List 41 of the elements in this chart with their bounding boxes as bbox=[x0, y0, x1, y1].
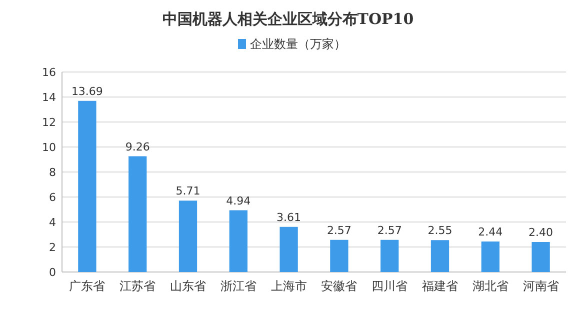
x-tick-label: 福建省 bbox=[422, 279, 458, 293]
x-tick-label: 湖北省 bbox=[472, 279, 508, 293]
bar bbox=[330, 240, 348, 272]
text: 2.55 bbox=[428, 224, 452, 238]
text: 2.57 bbox=[326, 224, 352, 237]
x-tick-label: 河南省 bbox=[522, 279, 559, 293]
bar bbox=[481, 242, 500, 272]
x-tick-label: 山东省 bbox=[170, 279, 206, 293]
x-tick-label: 浙江省 bbox=[220, 279, 256, 293]
bar bbox=[380, 240, 399, 272]
x-tick-label: 四川省 bbox=[372, 279, 408, 293]
bar bbox=[128, 156, 147, 272]
y-tick-label: 6 bbox=[49, 191, 56, 204]
x-tick-label: 广东省 bbox=[69, 279, 106, 293]
x-tick-label: 江苏省 bbox=[120, 279, 156, 293]
y-tick-label: 0 bbox=[49, 266, 56, 279]
text: 9.26 bbox=[125, 140, 150, 154]
bar bbox=[430, 240, 450, 272]
bar bbox=[532, 242, 550, 272]
y-tick-label: 10 bbox=[42, 141, 56, 154]
legend-label: 企业数量（万家） bbox=[250, 37, 346, 51]
bar bbox=[178, 200, 198, 272]
text: 3.61 bbox=[276, 210, 302, 224]
y-tick-label: 12 bbox=[42, 116, 56, 129]
y-tick-label: 16 bbox=[42, 66, 56, 79]
y-tick-label: 14 bbox=[42, 91, 56, 104]
y-tick-label: 2 bbox=[49, 241, 56, 254]
bar bbox=[229, 210, 248, 272]
text: 4.94 bbox=[226, 194, 251, 208]
text: 13.69 bbox=[71, 84, 103, 98]
y-tick-label: 8 bbox=[49, 166, 56, 179]
bar bbox=[280, 226, 298, 272]
x-tick-label: 安徽省 bbox=[321, 279, 358, 293]
text: 2.40 bbox=[528, 226, 554, 239]
bar bbox=[78, 100, 96, 272]
chart-title: 中国机器人相关企业区域分布TOP10 bbox=[162, 10, 414, 28]
y-tick-label: 4 bbox=[49, 216, 56, 229]
text: 5.71 bbox=[176, 184, 200, 198]
text: 2.44 bbox=[478, 226, 503, 238]
text: 2.57 bbox=[377, 224, 402, 237]
x-tick-label: 上海市 bbox=[270, 279, 307, 293]
